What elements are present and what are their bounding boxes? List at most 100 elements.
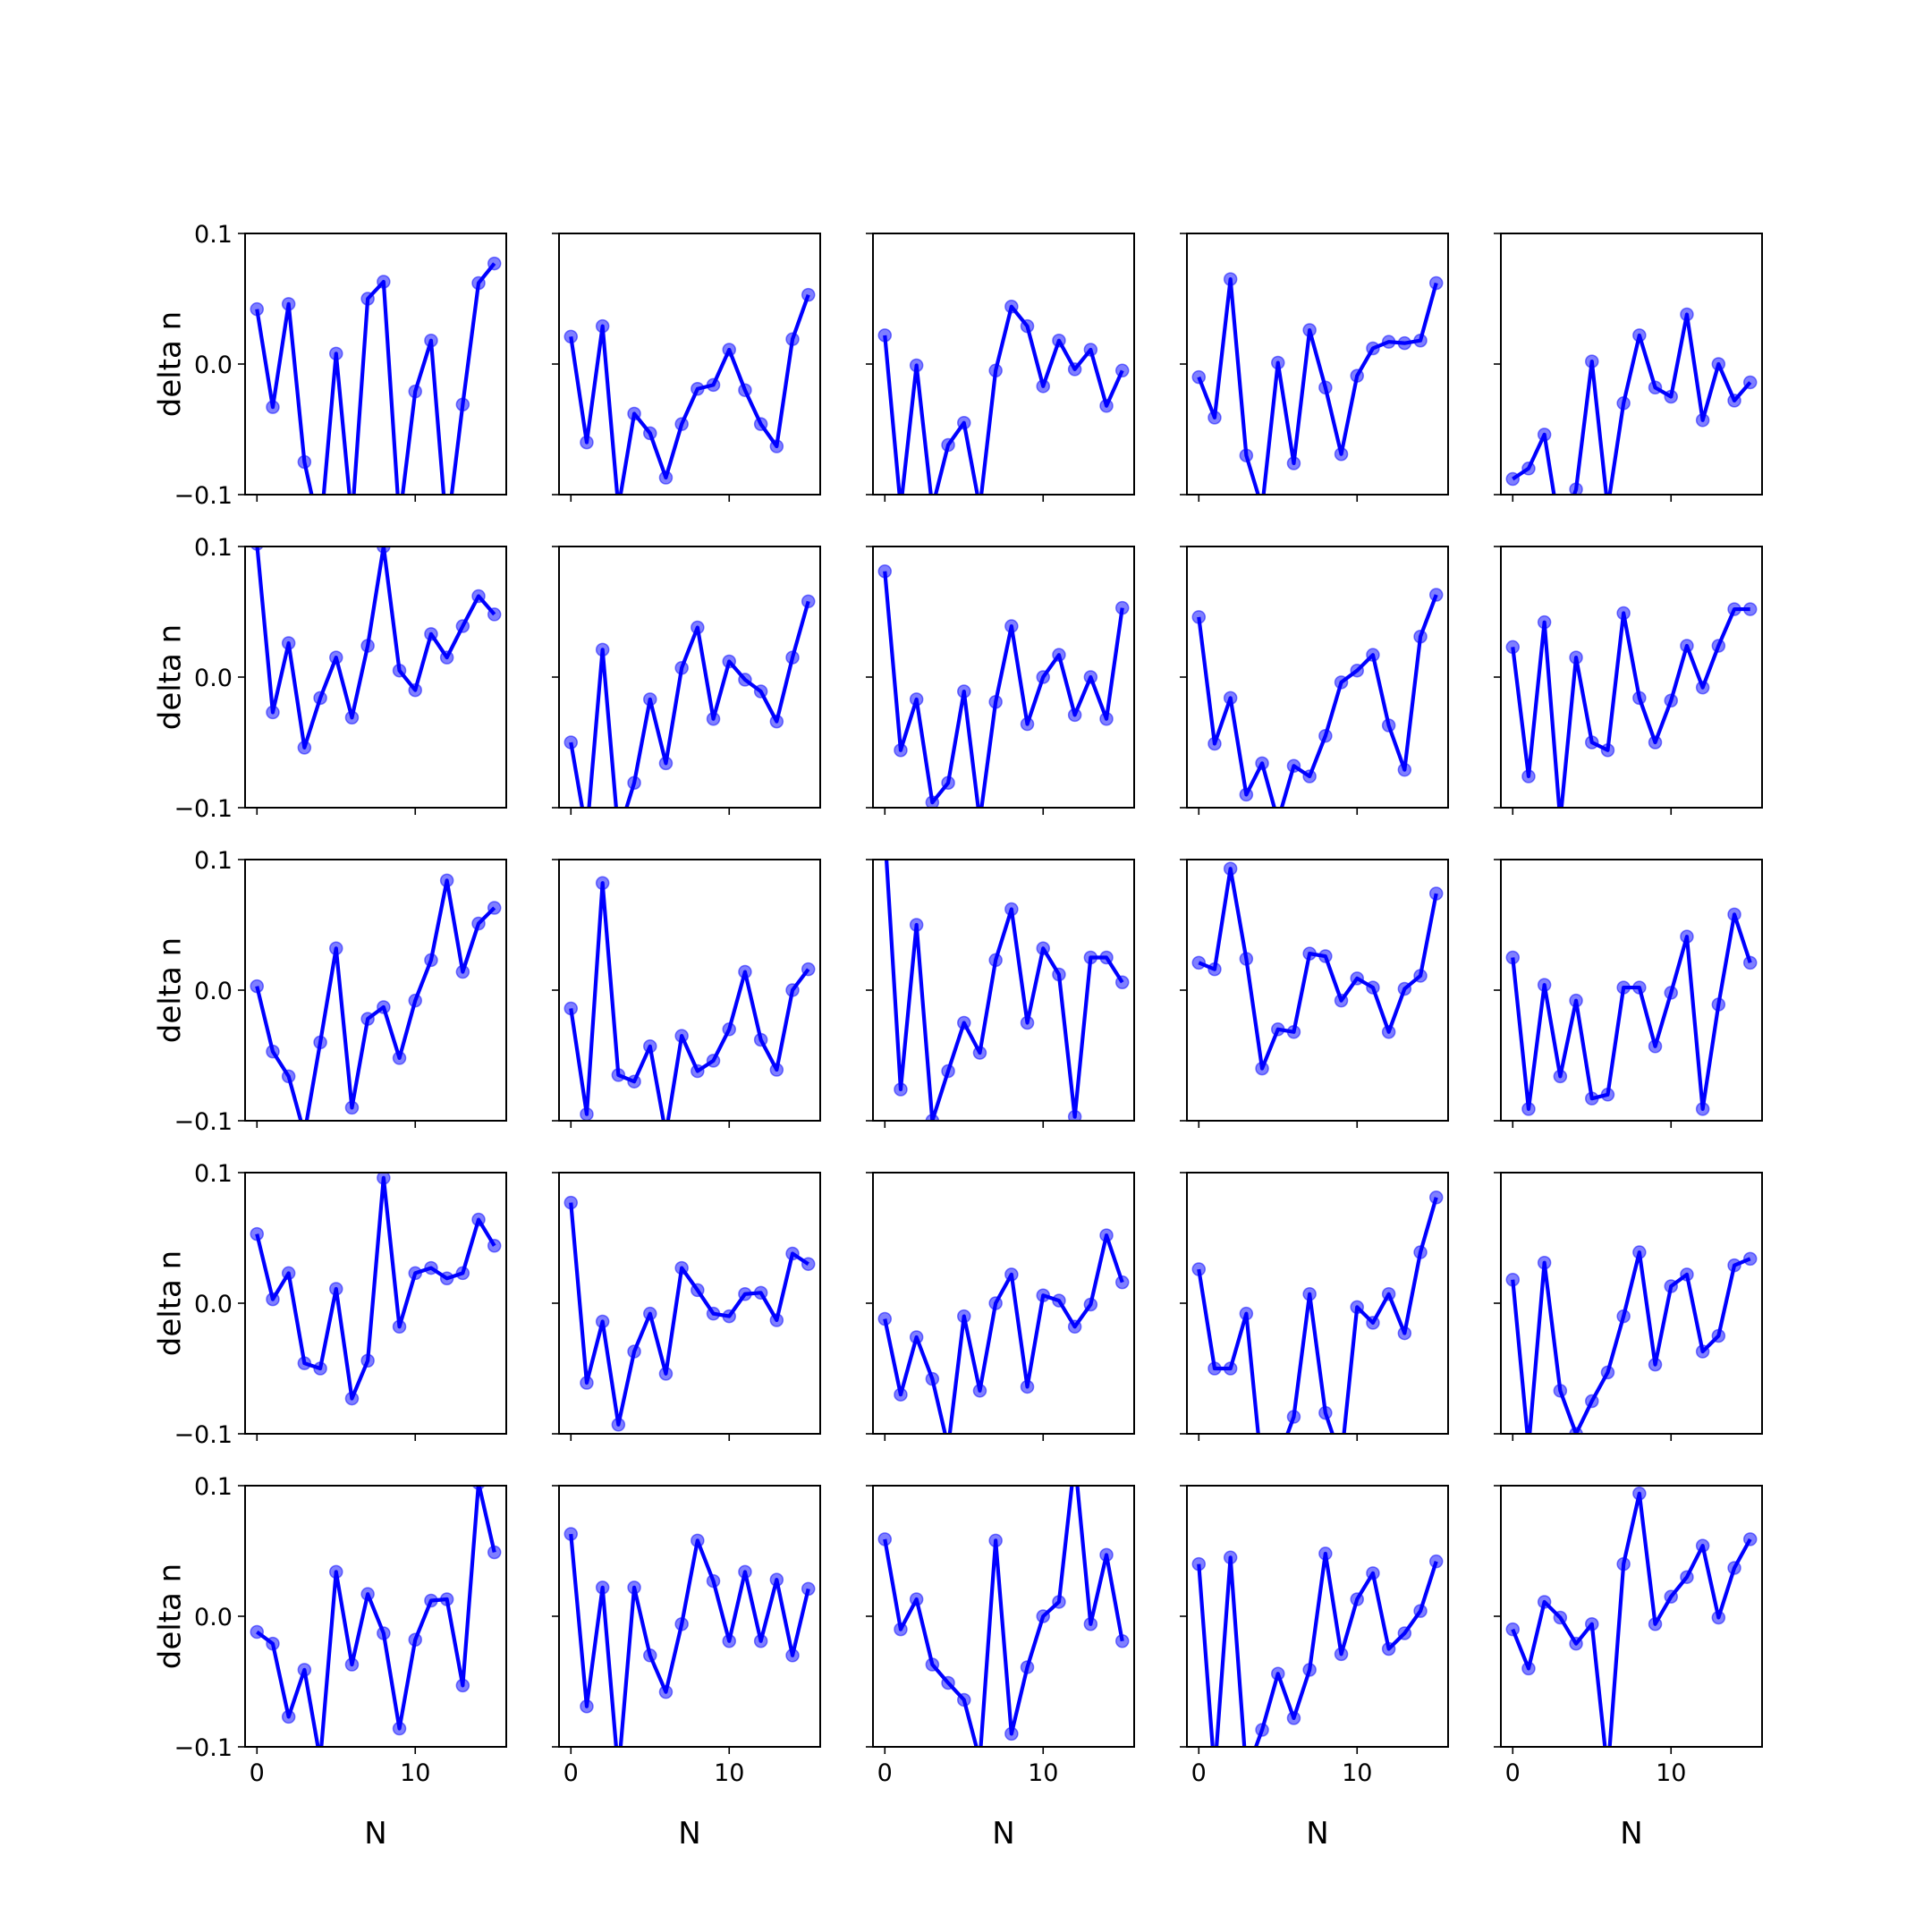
data-point [1191,610,1207,624]
data-point [580,1106,594,1121]
data-point [1318,1546,1333,1561]
data-point [1727,602,1741,616]
subplot: −0.1 0.0 0.1 0 10 delta n N [153,1473,507,1852]
data-point [1585,1617,1599,1631]
data-point [1413,629,1428,644]
data-point [612,1767,624,1779]
subplot [1494,1172,1763,1453]
data-point [266,705,280,720]
data-point [250,1624,265,1640]
data-point [1256,1467,1268,1479]
data-point [408,384,422,399]
data-point [1366,648,1380,662]
plot-area [564,594,816,808]
data-point [455,1678,470,1693]
data-point [1616,980,1631,995]
data-point [1397,1626,1412,1640]
data-point [424,1260,438,1275]
data-point [394,514,406,527]
data-point [785,650,800,665]
y-tick-label: 0.0 [194,665,233,692]
data-point [1664,986,1678,1000]
data-line [569,1533,810,1747]
data-point [722,1633,736,1648]
data-point [894,1082,908,1097]
data-point [801,962,816,977]
data-point [1600,743,1615,758]
x-tick-label: 0 [1191,1759,1207,1787]
data-point [1223,272,1238,286]
data-point [1585,354,1599,369]
x-axis-label: N [1306,1816,1328,1852]
x-tick-label: 10 [1028,1759,1058,1787]
data-point [266,1292,280,1307]
y-axis-label: delta n [153,311,189,417]
data-point [424,333,438,348]
x-axis-label: N [1620,1816,1642,1852]
data-point [1366,1566,1380,1580]
data-point [1208,1767,1221,1779]
data-point [455,619,470,633]
data-point [329,346,343,361]
subplot [866,859,1135,1128]
data-point [1711,1328,1726,1343]
data-point [1521,1102,1536,1116]
data-point [1004,902,1019,917]
x-tick-label: 0 [564,1759,579,1787]
data-point [1505,1272,1521,1287]
data-point [1601,1767,1614,1779]
data-point [1036,1609,1050,1623]
data-point [1318,949,1333,963]
x-axis-label: N [992,1816,1014,1852]
plot-area [564,1527,816,1779]
data-point [1413,333,1428,348]
data-point [1413,1245,1428,1259]
data-point [1223,1361,1238,1376]
data-point [1522,1441,1535,1453]
data-point [1648,1617,1663,1631]
data-point [1553,1610,1568,1625]
data-point [925,1371,940,1386]
data-point [769,1572,784,1587]
data-point [1350,663,1364,678]
data-point [297,454,312,470]
data-point [722,1022,736,1037]
data-point [1272,815,1284,827]
data-point [1069,1453,1081,1466]
data-point [392,663,407,678]
data-point [487,256,502,271]
data-point [722,1309,736,1324]
data-point [329,1564,343,1580]
data-point [1397,981,1412,996]
data-point [1318,380,1333,395]
data-point [1711,639,1726,653]
x-tick-label: 10 [1656,1759,1686,1787]
data-point [1521,1661,1536,1676]
data-point [1553,1069,1568,1084]
data-point [1334,446,1349,462]
subplot: 0 10 N [866,1453,1135,1852]
subplot [552,859,821,1128]
plot-area [1191,1546,1444,1779]
data-point [1397,1326,1412,1341]
data-point [1350,369,1364,383]
data-point [957,1692,971,1707]
data-point [801,287,816,302]
plot-area [877,564,1130,808]
subplot [1180,233,1449,502]
data-point [424,1593,438,1608]
data-point [1272,1453,1284,1466]
data-point [1020,1379,1035,1394]
data-point [471,1486,486,1490]
plot-area [877,300,1130,495]
data-point [1052,1595,1066,1609]
subplot [1180,1172,1449,1479]
data-point [1616,1556,1631,1572]
data-point [392,1051,407,1065]
data-line [1197,277,1438,495]
data-point [1742,375,1758,390]
y-tick-label: 0.1 [194,221,233,249]
data-point [1554,528,1566,540]
plot-area [1191,861,1444,1076]
